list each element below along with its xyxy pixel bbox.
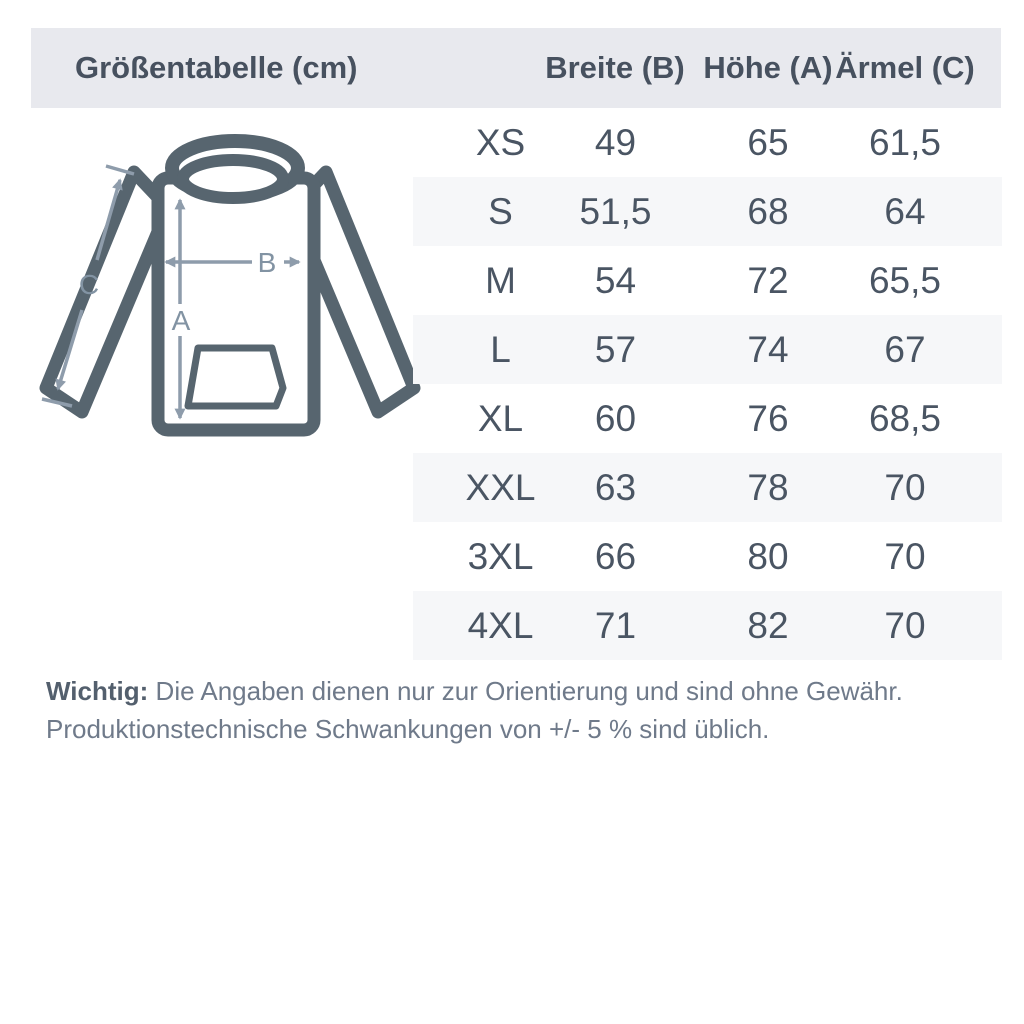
disclaimer-text-1: Die Angaben dienen nur zur Orientierung … bbox=[155, 676, 903, 706]
breite-value: 49 bbox=[594, 122, 637, 163]
breite-value: 51,5 bbox=[579, 191, 652, 232]
table-header-bar: Größentabelle (cm) Breite (B) Höhe (A) Ä… bbox=[31, 28, 1001, 108]
hoehe-value: 78 bbox=[747, 467, 789, 508]
column-header-aermel: Ärmel (C) bbox=[835, 50, 975, 85]
column-header-hoehe: Höhe (A) bbox=[703, 50, 833, 85]
size-label: L bbox=[490, 329, 511, 370]
column-header-breite: Breite (B) bbox=[545, 50, 685, 85]
breite-value: 60 bbox=[594, 398, 637, 439]
dimension-labels: A B C bbox=[79, 247, 276, 336]
size-label: 4XL bbox=[467, 605, 534, 646]
size-label: XS bbox=[475, 122, 526, 163]
size-label: XXL bbox=[465, 467, 536, 508]
dimension-arrows bbox=[41, 164, 301, 420]
table-row: M 54 72 65,5 bbox=[413, 246, 1002, 315]
aermel-value: 65,5 bbox=[868, 260, 941, 301]
size-label: M bbox=[485, 260, 516, 301]
tick-c-top bbox=[105, 164, 135, 176]
kangaroo-pocket bbox=[184, 344, 287, 410]
aermel-value: 70 bbox=[884, 536, 926, 577]
hoodie-outline bbox=[39, 134, 421, 437]
hoodie-measurement-diagram: A B C bbox=[39, 134, 421, 437]
page-title: Größentabelle (cm) bbox=[75, 50, 358, 85]
arrow-c-bottom bbox=[55, 309, 84, 391]
disclaimer-line-2: Produktionstechnische Schwankungen von +… bbox=[46, 714, 770, 744]
aermel-value: 61,5 bbox=[868, 122, 941, 163]
aermel-value: 67 bbox=[884, 329, 926, 370]
breite-value: 54 bbox=[594, 260, 637, 301]
table-row: XS 49 65 61,5 bbox=[413, 108, 1002, 177]
size-label: S bbox=[488, 191, 513, 232]
breite-value: 71 bbox=[594, 605, 637, 646]
size-label: 3XL bbox=[467, 536, 534, 577]
size-table: XS 49 65 61,5 S 51,5 68 64 M 54 72 65,5 … bbox=[413, 108, 1002, 660]
size-label: XL bbox=[477, 398, 524, 439]
breite-value: 57 bbox=[594, 329, 637, 370]
breite-value: 63 bbox=[594, 467, 637, 508]
disclaimer-note: Wichtig: Die Angaben dienen nur zur Orie… bbox=[46, 672, 986, 748]
table-row: 4XL 71 82 70 bbox=[413, 591, 1002, 660]
hood-inner bbox=[177, 154, 289, 204]
hoehe-value: 72 bbox=[747, 260, 789, 301]
hoehe-value: 65 bbox=[747, 122, 789, 163]
disclaimer-bold-prefix: Wichtig: bbox=[46, 676, 149, 706]
table-row: XXL 63 78 70 bbox=[413, 453, 1002, 522]
hoehe-value: 80 bbox=[747, 536, 789, 577]
left-sleeve bbox=[39, 165, 175, 419]
hoehe-value: 76 bbox=[747, 398, 789, 439]
aermel-value: 68,5 bbox=[868, 398, 941, 439]
tick-c-bottom bbox=[41, 397, 73, 408]
breite-value: 66 bbox=[594, 536, 637, 577]
table-row: L 57 74 67 bbox=[413, 315, 1002, 384]
label-a: A bbox=[172, 305, 191, 336]
disclaimer-line-1: Wichtig: Die Angaben dienen nur zur Orie… bbox=[46, 672, 986, 710]
table-row: S 51,5 68 64 bbox=[413, 177, 1002, 246]
aermel-value: 70 bbox=[884, 605, 926, 646]
hoehe-value: 82 bbox=[747, 605, 789, 646]
aermel-value: 64 bbox=[884, 191, 926, 232]
hoehe-value: 68 bbox=[747, 191, 789, 232]
table-row: 3XL 66 80 70 bbox=[413, 522, 1002, 591]
table-row: XL 60 76 68,5 bbox=[413, 384, 1002, 453]
arrow-c-top bbox=[95, 178, 123, 261]
label-b: B bbox=[258, 247, 277, 278]
hoehe-value: 74 bbox=[747, 329, 789, 370]
aermel-value: 70 bbox=[884, 467, 926, 508]
label-c: C bbox=[79, 269, 99, 300]
